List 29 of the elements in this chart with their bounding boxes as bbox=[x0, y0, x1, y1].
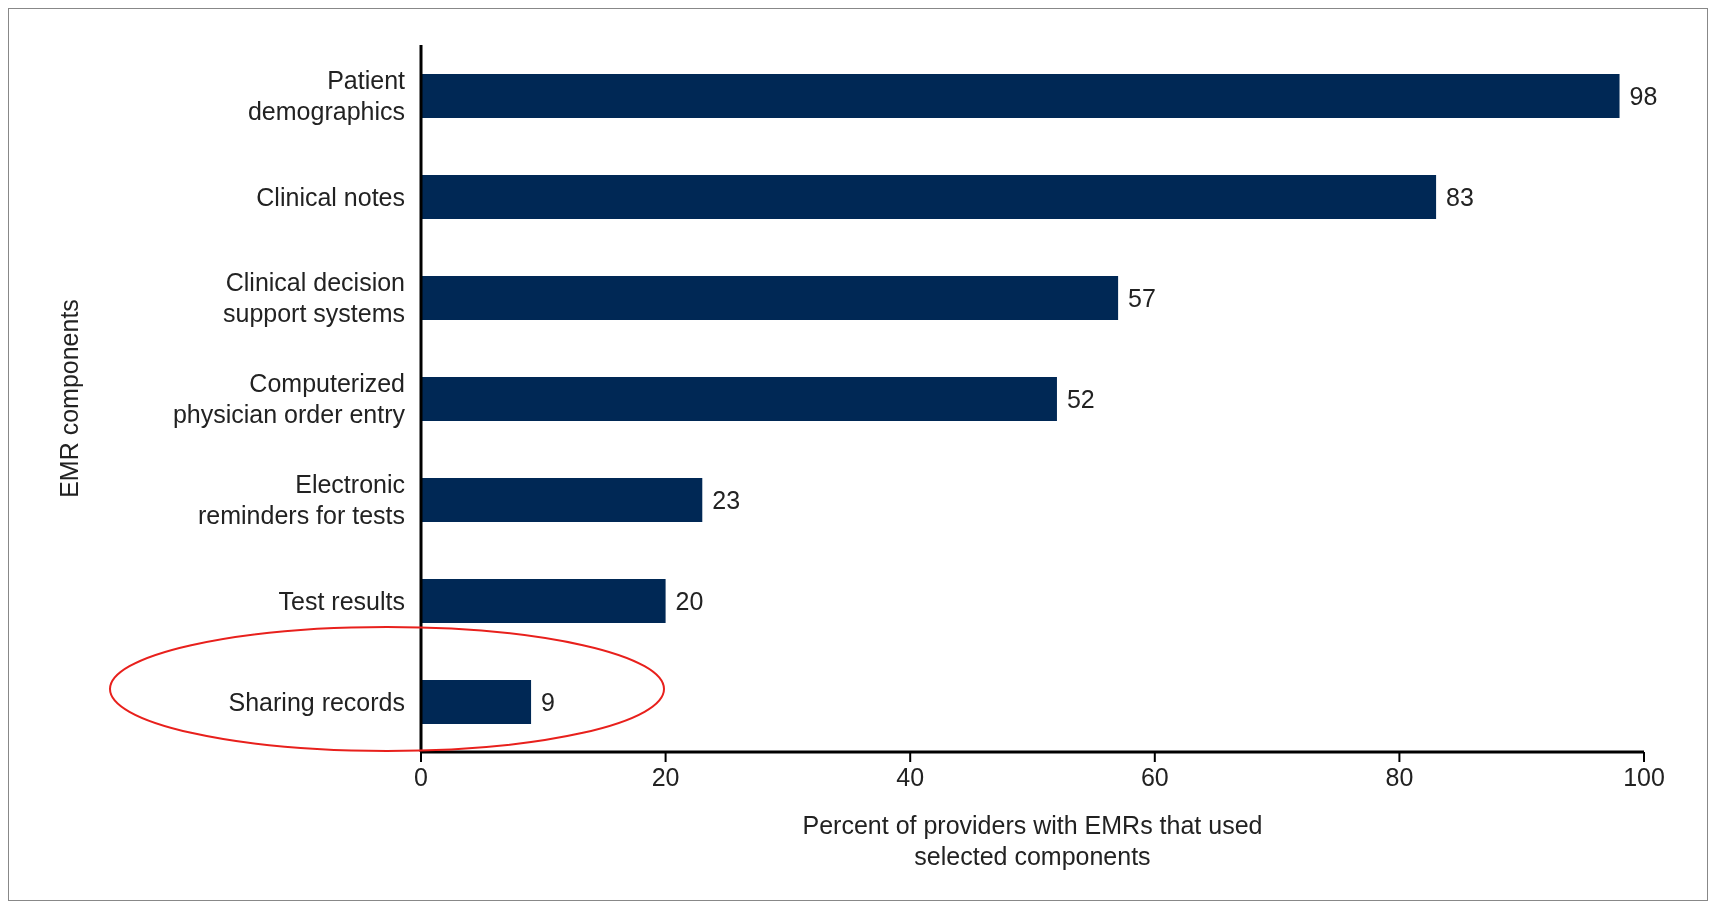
y-tick-label: Clinical notes bbox=[256, 182, 405, 211]
y-tick-label: Test results bbox=[278, 586, 405, 615]
bar bbox=[421, 377, 1057, 421]
bar bbox=[421, 478, 703, 522]
bar bbox=[421, 175, 1437, 219]
bar bbox=[421, 680, 532, 724]
x-axis-title: Percent of providers with EMRs that used selected components bbox=[802, 811, 1263, 870]
data-label: 83 bbox=[1446, 182, 1474, 211]
data-label: 52 bbox=[1066, 384, 1095, 413]
x-tick-label: 0 bbox=[414, 762, 428, 791]
bar bbox=[421, 74, 1620, 118]
data-label: 9 bbox=[541, 687, 555, 716]
data-label: 23 bbox=[712, 485, 741, 514]
y-axis-title: EMR components bbox=[54, 299, 83, 498]
y-tick-label: Sharing records bbox=[228, 687, 405, 716]
data-label: 20 bbox=[675, 586, 704, 615]
bar bbox=[421, 276, 1119, 320]
y-tick-label: Clinical decision support systems bbox=[222, 268, 405, 327]
bar bbox=[421, 579, 666, 623]
data-label: 57 bbox=[1128, 283, 1156, 312]
x-tick-label: 20 bbox=[651, 762, 680, 791]
x-tick-label: 40 bbox=[896, 762, 925, 791]
x-tick-label: 80 bbox=[1385, 762, 1414, 791]
y-tick-label: Patient demographics bbox=[247, 66, 406, 125]
x-tick-label: 100 bbox=[1623, 762, 1665, 791]
data-label: 98 bbox=[1629, 81, 1658, 110]
y-tick-label: Computerized physician order entry bbox=[172, 369, 406, 428]
x-tick-label: 60 bbox=[1140, 762, 1169, 791]
y-tick-label: Electronic reminders for tests bbox=[197, 470, 405, 529]
